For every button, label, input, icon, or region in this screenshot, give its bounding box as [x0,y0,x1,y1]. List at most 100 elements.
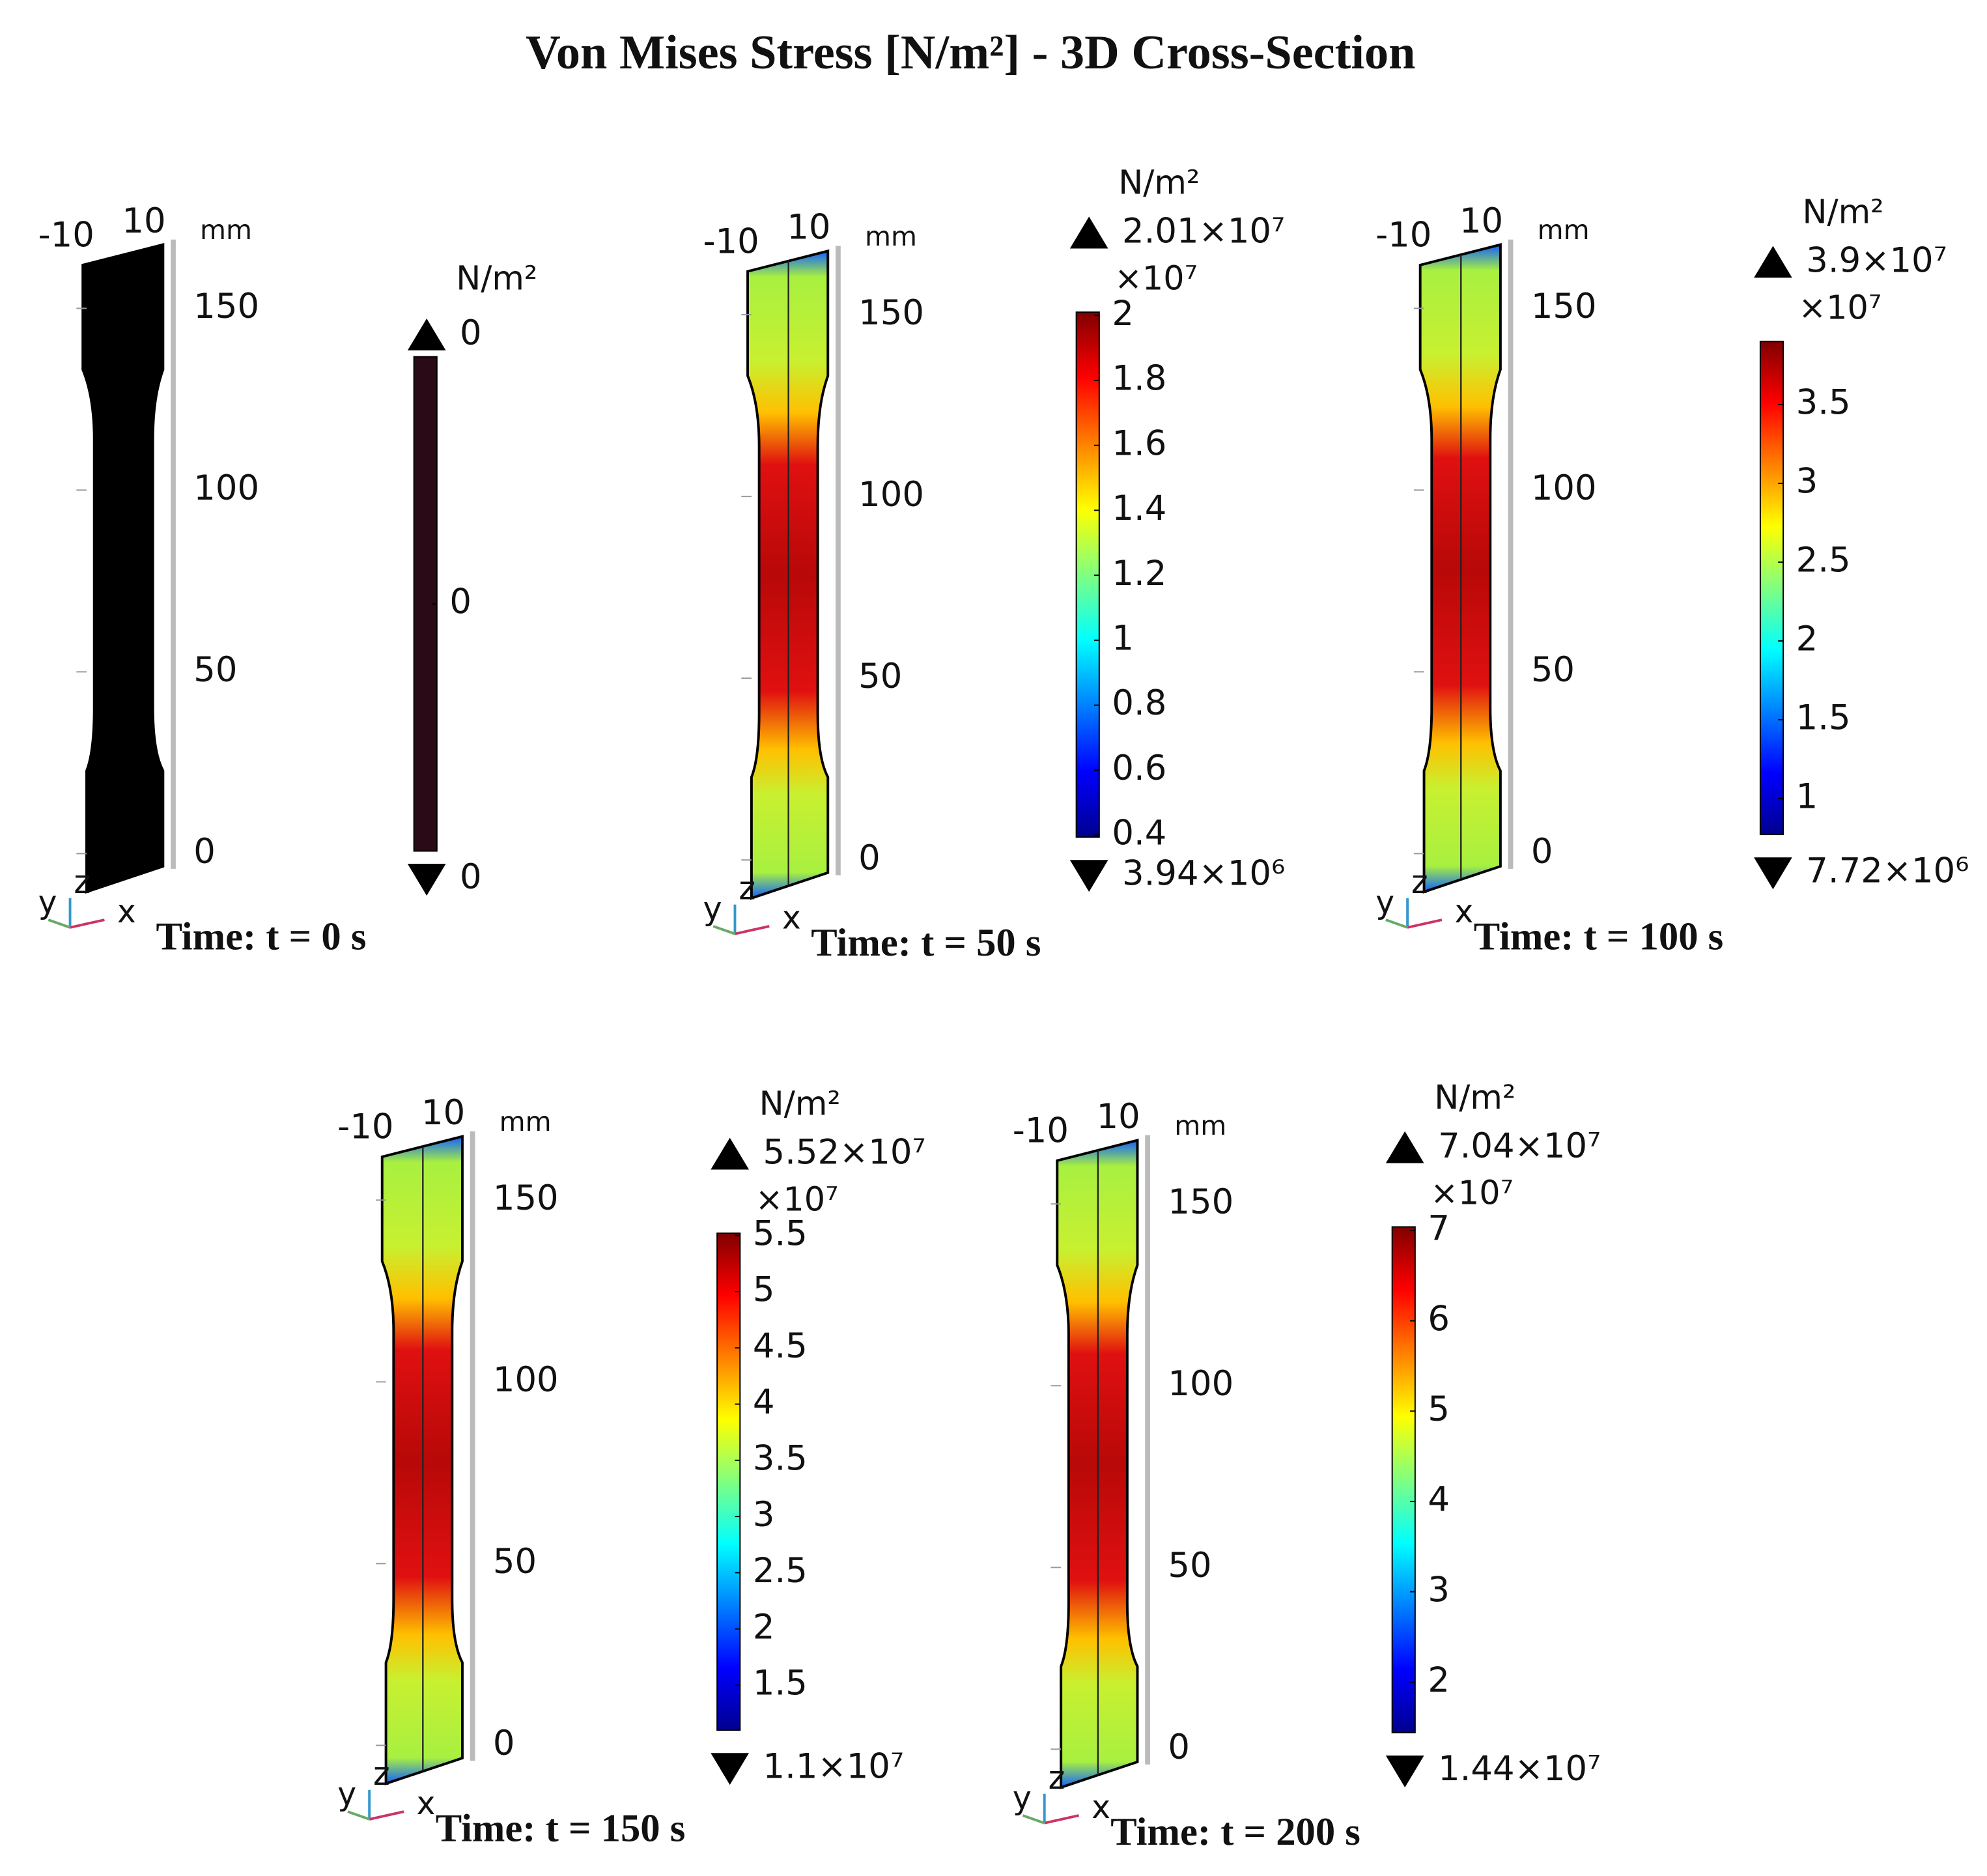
triad-axis [1044,1814,1079,1825]
triad-axis [48,918,71,929]
max-marker [1754,246,1792,278]
triad-label: y [337,1776,356,1813]
colorbar-unit: N/m² [1434,1078,1515,1116]
colorbar-tick-label: 3.5 [753,1438,808,1478]
axis-unit: mm [865,221,917,252]
panel: 150 100 50 0 -10 10 mm yzx Time: t = 0 s [38,201,367,958]
top-tick-label: -10 [337,1107,393,1147]
height-tick-label: 50 [858,657,902,696]
colorbar-tick-label: 2 [1112,294,1134,334]
triad-label: z [74,864,91,901]
time-label: Time: t = 200 s [1110,1810,1360,1854]
height-tick-label: 0 [193,832,216,872]
colorbar-unit: N/m² [759,1085,841,1123]
colorbar-tick-label: 4.5 [753,1326,808,1366]
colorbar-tick-label: 2.5 [1796,541,1851,580]
colorbar-unit: N/m² [1802,193,1883,231]
colorbar-max: 7.04×10⁷ [1438,1126,1601,1166]
colorbar-max: 2.01×10⁷ [1122,212,1285,251]
colorbar-tick-label: 3.5 [1796,383,1851,423]
colorbar-unit: N/m² [1118,163,1200,202]
colorbar-min: 1.1×10⁷ [763,1746,905,1786]
min-marker [1754,857,1792,890]
triad-label: z [739,870,755,907]
colorbar-tick-label: 1.5 [753,1664,808,1703]
colorbar-tick-label: 2 [1796,619,1818,659]
colorbar-min: 0 [460,857,482,897]
axis-unit: mm [500,1106,552,1137]
colorbar-tick-label: 4 [1428,1480,1450,1520]
height-tick-label: 0 [1168,1727,1190,1767]
triad-label: x [1092,1789,1110,1826]
max-marker [711,1137,749,1170]
time-label: Time: t = 100 s [1474,915,1724,958]
colorbar-tick-label: 7 [1428,1209,1450,1249]
height-tick-label: 50 [1168,1546,1211,1585]
height-tick-label: 50 [193,650,237,690]
colorbar-tick-label: 3 [1428,1570,1450,1610]
height-tick-label: 150 [493,1178,559,1218]
axis-unit: mm [1538,214,1590,246]
time-label: Time: t = 50 s [811,921,1041,965]
triad-label: y [1375,884,1394,921]
colorbar-tick-label: 2 [1428,1660,1450,1700]
height-tick-label: 100 [1531,468,1597,508]
colorbar-tick-label: 1.4 [1112,489,1166,528]
colorbar-tick-label: 5 [753,1270,775,1310]
colorbar [716,1232,741,1731]
colorbar-min: 3.94×10⁶ [1122,853,1285,893]
max-marker [1385,1131,1424,1163]
colorbar-min: 1.44×10⁷ [1438,1749,1601,1789]
specimen [81,243,165,894]
triad-label: x [782,900,801,937]
triad-axis [347,1810,370,1821]
min-marker [1385,1755,1424,1788]
colorbar-min: 7.72×10⁶ [1806,851,1969,890]
colorbar-tick-label: 1.8 [1112,359,1166,399]
triad-label: y [1013,1780,1032,1817]
triad-axis [735,924,770,935]
colorbar-max: 0 [460,313,482,353]
triad-axis [1407,918,1443,929]
max-marker [407,319,446,350]
height-tick-label: 100 [493,1360,559,1400]
colorbar-tick-label: 1.2 [1112,554,1166,593]
triad-axis [1022,1814,1045,1825]
triad-label: z [373,1755,390,1793]
axis-unit: mm [1174,1110,1226,1141]
top-tick-label: -10 [38,215,94,255]
colorbar-multiplier: ×10⁷ [755,1180,839,1218]
top-tick-label: 10 [1459,201,1503,241]
triad-label: y [38,884,57,921]
triad-axis [712,925,736,935]
colorbar [1759,341,1784,836]
colorbar-tick-label: 2 [753,1607,775,1647]
triad-label: z [1049,1759,1065,1797]
colorbar-tick-label: 1.5 [1796,698,1851,738]
time-label: Time: t = 150 s [436,1806,686,1850]
triad-label: x [1454,893,1473,930]
height-tick-label: 50 [1531,650,1575,690]
max-marker [1069,216,1108,249]
figure-title: Von Mises Stress [N/m²] - 3D Cross-Secti… [526,26,1415,79]
colorbar-tick-label: 1.6 [1112,423,1166,463]
height-tick-label: 150 [1168,1182,1233,1222]
colorbar-tick-label: 6 [1428,1299,1450,1339]
colorbar-tick-label: 0.4 [1112,814,1166,853]
triad-label: y [703,890,722,928]
min-marker [711,1753,749,1785]
axis-unit: mm [200,214,252,246]
colorbar [1075,311,1100,838]
height-tick-label: 150 [858,293,924,333]
time-label: Time: t = 0 s [156,915,366,958]
colorbar-tick-label: 1 [1796,777,1818,817]
colorbar-multiplier: ×10⁷ [1114,259,1198,297]
height-tick-label: 100 [193,468,259,508]
min-marker [407,864,446,896]
height-tick-label: 0 [493,1724,515,1763]
colorbar-max: 5.52×10⁷ [763,1133,926,1172]
colorbar-tick-label: 5.5 [753,1214,808,1253]
